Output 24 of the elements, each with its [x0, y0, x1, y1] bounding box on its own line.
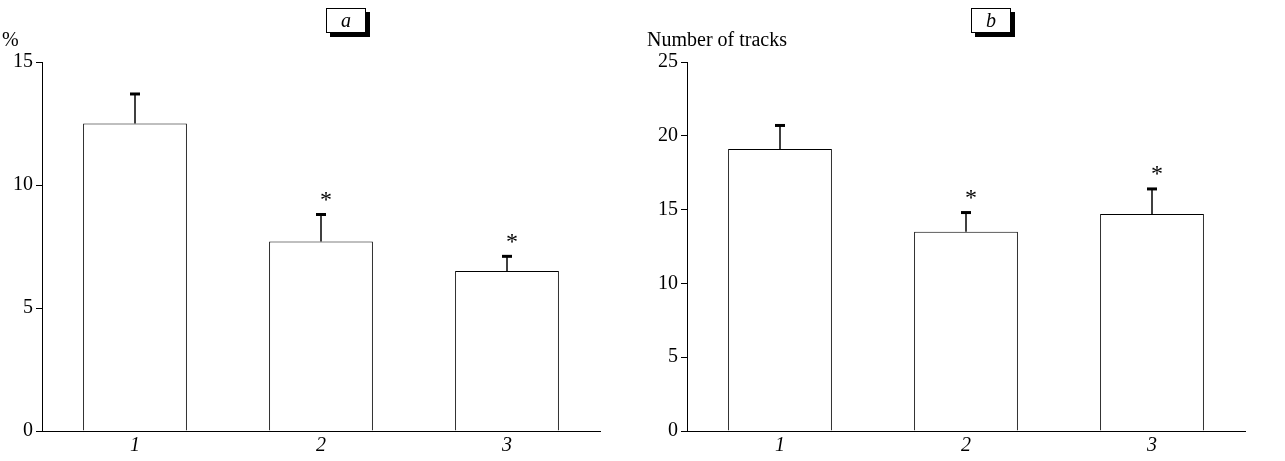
chart-title: b [971, 8, 1011, 33]
chart-title: a [326, 8, 366, 33]
y-tick-label: 15 [13, 49, 33, 72]
y-tick-label: 5 [668, 344, 678, 367]
y-axis-title: Number of tracks [647, 28, 787, 51]
x-tick-label: 2 [316, 433, 326, 456]
x-tick-label: 3 [1146, 433, 1157, 456]
y-axis-title: % [2, 28, 19, 51]
annotation: * [1151, 160, 1163, 187]
y-tick-label: 0 [668, 418, 678, 441]
annotation: * [320, 185, 332, 212]
x-tick-label: 1 [130, 433, 140, 456]
y-tick-label: 0 [23, 418, 33, 441]
y-tick-label: 10 [13, 172, 33, 195]
y-tick-label: 25 [658, 49, 678, 72]
x-tick-label: 2 [961, 433, 971, 456]
y-tick-label: 5 [23, 295, 33, 318]
y-tick-label: 20 [658, 123, 678, 146]
x-tick-label: 3 [501, 433, 512, 456]
annotation: * [965, 183, 977, 210]
y-tick-label: 15 [658, 196, 678, 219]
x-tick-label: 1 [775, 433, 785, 456]
annotation: * [506, 227, 518, 254]
y-tick-label: 10 [658, 270, 678, 293]
